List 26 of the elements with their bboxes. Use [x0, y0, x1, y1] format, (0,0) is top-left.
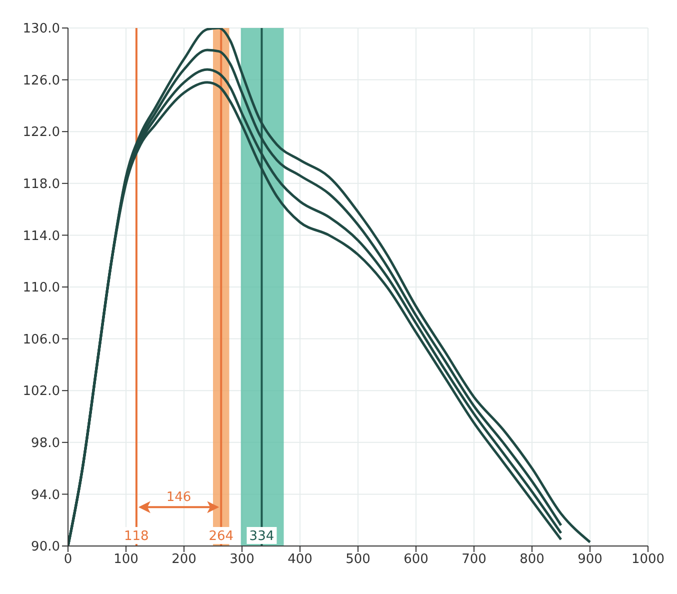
x-tick-label: 100	[114, 552, 138, 568]
x-tick-label: 700	[462, 552, 486, 568]
x-tick-label: 0	[64, 552, 72, 568]
y-tick-label: 90.0	[31, 540, 60, 555]
x-tick-label: 1000	[631, 552, 665, 568]
ref-line-label: 334	[249, 529, 274, 544]
x-tick-label: 900	[578, 552, 602, 568]
y-tick-label: 118.0	[22, 177, 60, 192]
ref-line-label: 118	[124, 529, 149, 544]
y-tick-label: 102.0	[22, 384, 60, 400]
y-tick-label: 98.0	[31, 436, 60, 452]
y-tick-label: 110.0	[22, 280, 60, 296]
ref-line-label: 264	[208, 529, 234, 544]
annotation: 146	[166, 490, 192, 506]
x-tick-label: 500	[346, 552, 370, 568]
x-tick-label: 600	[404, 552, 428, 568]
x-tick-label: 300	[230, 552, 254, 568]
x-tick-label: 400	[288, 552, 312, 568]
x-tick-label: 200	[172, 552, 196, 568]
y-tick-label: 126.0	[22, 73, 60, 88]
y-tick-label: 122.0	[22, 125, 60, 140]
x-tick-label: 800	[520, 552, 544, 568]
y-tick-label: 106.0	[22, 332, 60, 348]
y-tick-label: 114.0	[22, 228, 60, 244]
y-tick-label: 94.0	[31, 488, 60, 503]
y-tick-label: 130.0	[22, 22, 60, 37]
